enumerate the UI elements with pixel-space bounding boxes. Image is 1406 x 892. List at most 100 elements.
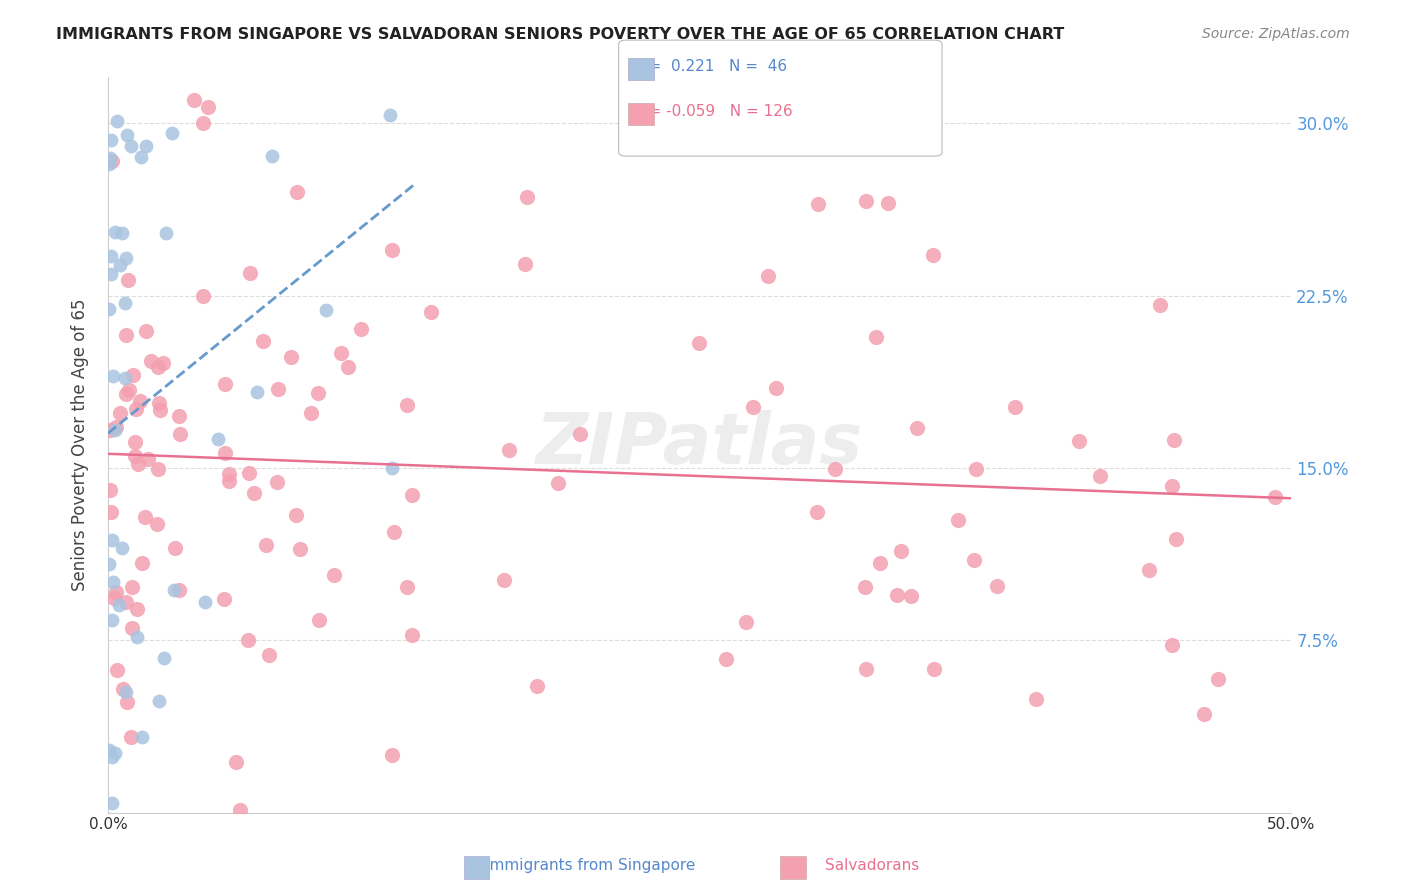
Point bbox=[98, 743, 121, 757]
Point bbox=[308, 34, 330, 48]
Point bbox=[135, 324, 157, 338]
Point bbox=[547, 476, 569, 491]
Point bbox=[419, 305, 441, 319]
Point bbox=[120, 731, 142, 745]
Point bbox=[148, 359, 170, 374]
Point bbox=[381, 747, 404, 762]
Point bbox=[1164, 532, 1187, 546]
Point bbox=[114, 296, 136, 310]
Point bbox=[905, 421, 928, 435]
Point bbox=[569, 427, 592, 442]
Point bbox=[131, 150, 153, 164]
Point bbox=[115, 386, 138, 401]
Point bbox=[107, 598, 129, 612]
Point bbox=[127, 602, 149, 616]
Point bbox=[169, 427, 191, 442]
Point bbox=[129, 394, 152, 409]
Point bbox=[876, 196, 898, 211]
Point bbox=[121, 580, 143, 594]
Point bbox=[214, 445, 236, 459]
Point bbox=[1161, 638, 1184, 652]
Point bbox=[236, 633, 259, 648]
Point bbox=[865, 329, 887, 343]
Point bbox=[225, 755, 247, 769]
Point bbox=[855, 662, 877, 676]
Point bbox=[922, 662, 945, 676]
Text: Immigrants from Singapore: Immigrants from Singapore bbox=[485, 858, 696, 872]
Point bbox=[100, 267, 122, 281]
Point bbox=[714, 652, 737, 666]
Point bbox=[285, 508, 308, 522]
Text: Salvadorans: Salvadorans bbox=[824, 858, 920, 872]
Point bbox=[101, 614, 124, 628]
Text: IMMIGRANTS FROM SINGAPORE VS SALVADORAN SENIORS POVERTY OVER THE AGE OF 65 CORRE: IMMIGRANTS FROM SINGAPORE VS SALVADORAN … bbox=[56, 27, 1064, 42]
Point bbox=[218, 467, 240, 482]
Point bbox=[513, 257, 536, 271]
Point bbox=[756, 268, 779, 283]
Point bbox=[381, 461, 404, 475]
Point bbox=[103, 423, 125, 437]
Point bbox=[120, 139, 142, 153]
Point bbox=[922, 248, 945, 262]
Point bbox=[98, 483, 121, 497]
Point bbox=[1163, 433, 1185, 447]
Point bbox=[108, 258, 131, 272]
Point bbox=[191, 288, 214, 302]
Point bbox=[115, 595, 138, 609]
Point bbox=[266, 382, 288, 396]
Point bbox=[163, 582, 186, 597]
Point bbox=[194, 595, 217, 609]
Point bbox=[121, 621, 143, 635]
Text: Source: ZipAtlas.com: Source: ZipAtlas.com bbox=[1202, 27, 1350, 41]
Point bbox=[155, 226, 177, 240]
Point bbox=[214, 376, 236, 391]
Point bbox=[149, 402, 172, 417]
Point bbox=[115, 128, 138, 142]
Point bbox=[308, 613, 330, 627]
Point bbox=[900, 590, 922, 604]
Point bbox=[378, 108, 401, 122]
Point bbox=[111, 681, 134, 696]
Point bbox=[105, 585, 128, 599]
Point bbox=[105, 114, 128, 128]
Point bbox=[197, 100, 219, 114]
Point bbox=[890, 543, 912, 558]
Point bbox=[262, 149, 284, 163]
Point bbox=[946, 513, 969, 527]
Point bbox=[207, 432, 229, 446]
Point bbox=[100, 505, 122, 519]
Point bbox=[117, 383, 139, 397]
Point bbox=[280, 350, 302, 364]
Point bbox=[1149, 298, 1171, 312]
Point bbox=[104, 225, 127, 239]
Point bbox=[167, 409, 190, 423]
Point bbox=[98, 151, 121, 165]
Point bbox=[124, 434, 146, 449]
Point bbox=[114, 251, 136, 265]
Point bbox=[115, 685, 138, 699]
Text: ZIPatlas: ZIPatlas bbox=[536, 410, 863, 480]
Point bbox=[516, 189, 538, 203]
Point bbox=[183, 94, 205, 108]
Point bbox=[526, 679, 548, 693]
Point bbox=[117, 695, 139, 709]
Point bbox=[962, 553, 984, 567]
Point bbox=[124, 449, 146, 463]
Point bbox=[1090, 469, 1112, 483]
Point bbox=[257, 648, 280, 662]
Text: R =  0.221   N =  46: R = 0.221 N = 46 bbox=[633, 60, 787, 74]
Point bbox=[734, 615, 756, 629]
Point bbox=[252, 334, 274, 348]
Point bbox=[100, 153, 122, 168]
Point bbox=[299, 406, 322, 420]
Point bbox=[886, 588, 908, 602]
Point bbox=[498, 442, 520, 457]
Point bbox=[146, 462, 169, 476]
Point bbox=[855, 194, 877, 209]
Y-axis label: Seniors Poverty Over the Age of 65: Seniors Poverty Over the Age of 65 bbox=[72, 299, 89, 591]
Point bbox=[1137, 563, 1160, 577]
Point bbox=[266, 475, 288, 489]
Point bbox=[101, 533, 124, 547]
Point bbox=[153, 651, 176, 665]
Point bbox=[807, 196, 830, 211]
